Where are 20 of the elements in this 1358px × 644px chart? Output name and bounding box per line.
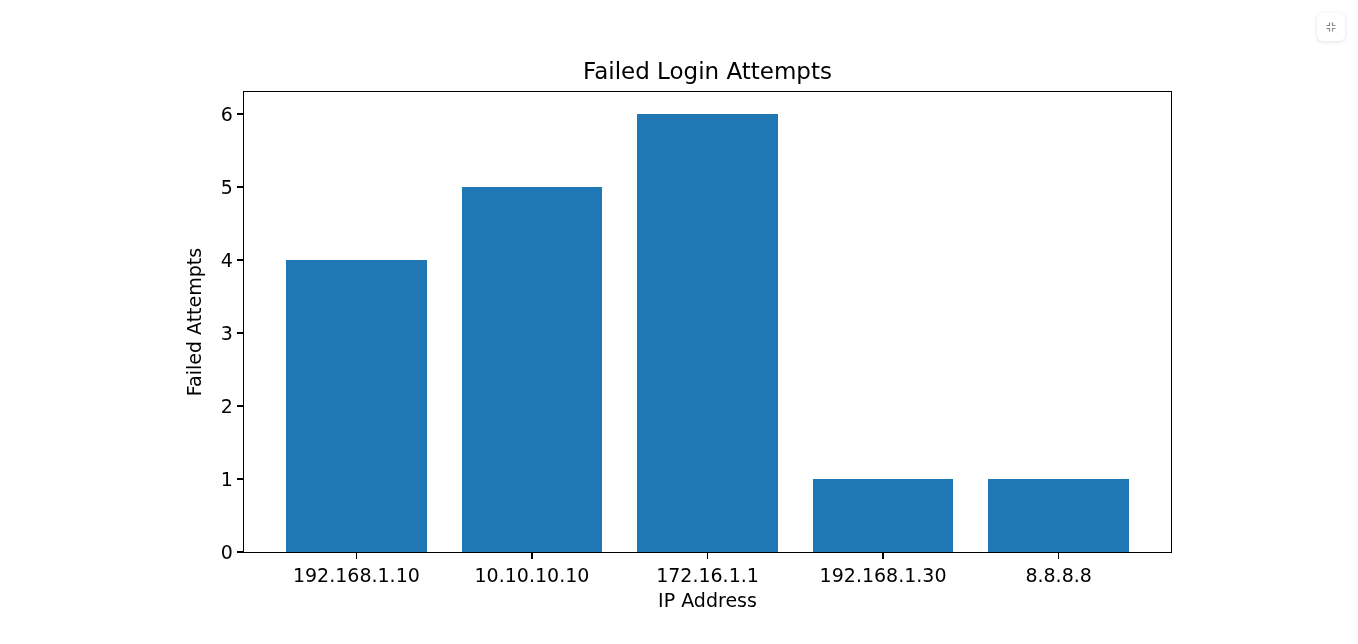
y-axis-title: Failed Attempts: [182, 247, 205, 397]
y-tick-label: 0: [220, 540, 233, 563]
y-tick-label: 2: [220, 394, 233, 417]
y-tick-label: 4: [220, 248, 233, 271]
bar: [637, 113, 778, 552]
x-tick-label: 10.10.10.10: [474, 564, 590, 587]
y-tick-label: 5: [220, 175, 233, 198]
y-tick-label: 3: [220, 321, 233, 344]
y-tick-label: 1: [220, 467, 233, 490]
x-tick-label: 8.8.8.8: [1025, 564, 1092, 587]
bar: [286, 259, 427, 552]
bar: [461, 186, 603, 552]
x-axis-title: IP Address: [658, 588, 757, 611]
bar: [988, 478, 1129, 552]
x-tick-label: 172.16.1.1: [656, 564, 759, 587]
x-tick-label: 192.168.1.30: [819, 564, 947, 587]
chart-title: Failed Login Attempts: [583, 58, 832, 85]
y-tick-label: 6: [220, 102, 233, 125]
x-tick-label: 192.168.1.10: [292, 564, 420, 587]
bar: [812, 478, 954, 552]
